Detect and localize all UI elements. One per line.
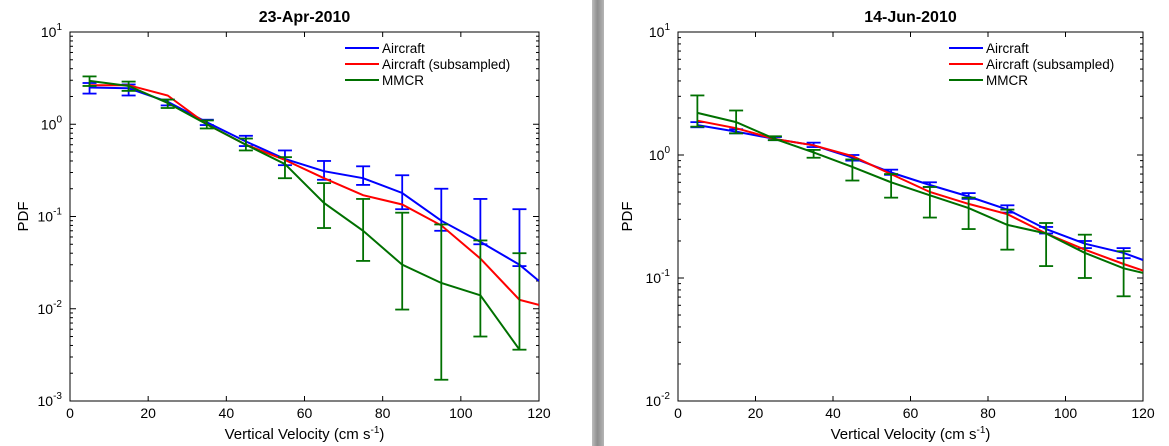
y-tick-label: 10-2 xyxy=(38,299,63,317)
x-axis-label-end: ) xyxy=(379,426,384,443)
plot-area xyxy=(82,75,539,381)
legend-label: Aircraft xyxy=(986,41,1029,56)
window-divider xyxy=(592,0,604,446)
y-axis-label: PDF xyxy=(619,202,636,232)
x-tick-label: 60 xyxy=(903,405,919,421)
y-tick-label: 101 xyxy=(649,22,671,40)
x-tick-label: 40 xyxy=(219,405,235,421)
legend-label: Aircraft xyxy=(382,41,425,56)
y-tick-label: 10-1 xyxy=(38,207,63,225)
series-line-2 xyxy=(89,79,521,351)
y-axis-label: PDF xyxy=(15,202,32,232)
y-tick-base: 10 xyxy=(41,116,57,132)
chart-23-apr-2010: 0 20 40 60 80 100 12010-310-210-110010123-Apr-… xyxy=(15,9,551,443)
x-axis-label-superscript: -1 xyxy=(370,425,379,436)
y-tick-exponent: 1 xyxy=(664,22,670,33)
y-tick-exponent: -3 xyxy=(53,391,62,402)
x-axis-label-main: Vertical Velocity (cm s xyxy=(831,426,977,443)
x-tick-label: 20 xyxy=(748,405,764,421)
y-tick-label: 100 xyxy=(649,145,671,163)
chart-14-jun-2010: 0 20 40 60 80 100 12010-210-110010114-Jun-2010… xyxy=(619,9,1155,443)
y-tick-base: 10 xyxy=(38,301,54,317)
y-tick-exponent: -1 xyxy=(661,268,670,279)
x-axis-label-superscript: -1 xyxy=(976,425,985,436)
series-line-1 xyxy=(89,84,539,306)
y-tick-base: 10 xyxy=(649,24,665,40)
y-tick-base: 10 xyxy=(649,147,665,163)
plot-frame xyxy=(677,31,1144,402)
x-tick-label: 40 xyxy=(825,405,841,421)
x-tick-label: 120 xyxy=(1131,405,1155,421)
y-tick-base: 10 xyxy=(38,209,54,225)
x-axis-label: Vertical Velocity (cm s-1) xyxy=(831,425,991,443)
y-tick-label: 10-1 xyxy=(646,268,671,286)
y-tick-exponent: 1 xyxy=(56,22,62,33)
legend-label: Aircraft (subsampled) xyxy=(986,57,1114,72)
y-tick-label: 10-2 xyxy=(646,391,671,409)
y-tick-exponent: -1 xyxy=(53,207,62,218)
y-tick-base: 10 xyxy=(38,393,54,409)
y-tick-label: 101 xyxy=(41,22,63,40)
legend-label: MMCR xyxy=(986,73,1028,88)
x-tick-label: 0 xyxy=(66,405,74,421)
y-tick-label: 10-3 xyxy=(38,391,63,409)
plot-area xyxy=(690,94,1143,298)
y-tick-exponent: -2 xyxy=(53,299,62,310)
legend-label: MMCR xyxy=(382,73,424,88)
x-axis-label-end: ) xyxy=(985,426,990,443)
x-tick-label: 60 xyxy=(297,405,313,421)
y-tick-exponent: -2 xyxy=(661,391,670,402)
legend-label: Aircraft (subsampled) xyxy=(382,57,510,72)
chart-title: 14-Jun-2010 xyxy=(864,9,957,26)
y-tick-base: 10 xyxy=(41,24,57,40)
y-tick-base: 10 xyxy=(646,270,662,286)
x-tick-label: 120 xyxy=(527,405,551,421)
chart-title: 23-Apr-2010 xyxy=(259,9,351,26)
x-tick-label: 20 xyxy=(140,405,156,421)
y-tick-base: 10 xyxy=(646,393,662,409)
y-tick-exponent: 0 xyxy=(56,114,62,125)
x-tick-label: 100 xyxy=(1054,405,1078,421)
y-tick-label: 100 xyxy=(41,114,63,132)
x-tick-label: 100 xyxy=(449,405,473,421)
y-tick-exponent: 0 xyxy=(664,145,670,156)
x-tick-label: 80 xyxy=(375,405,391,421)
x-axis-label-main: Vertical Velocity (cm s xyxy=(225,426,371,443)
x-tick-label: 0 xyxy=(674,405,682,421)
x-tick-label: 80 xyxy=(980,405,996,421)
x-axis-label: Vertical Velocity (cm s-1) xyxy=(225,425,385,443)
